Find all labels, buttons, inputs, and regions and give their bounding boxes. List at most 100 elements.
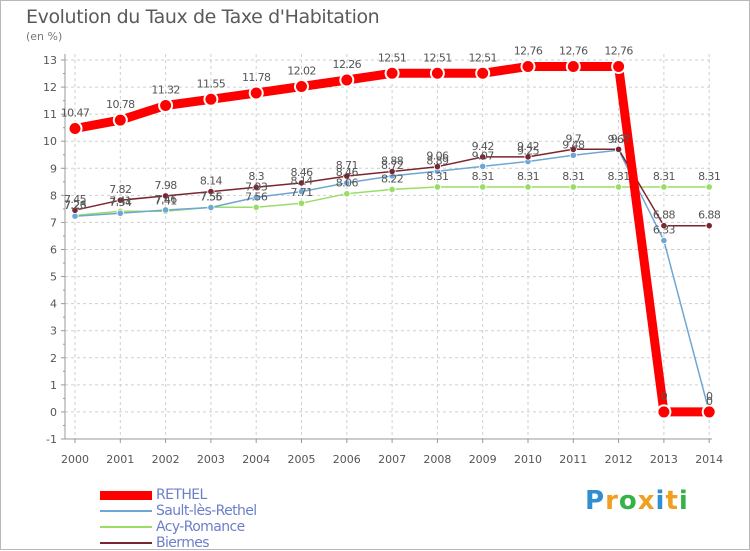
biermes-data-label: 6.88 — [653, 209, 676, 222]
rethel-point — [384, 65, 400, 81]
sault-les-rethel-data-label: 7.23 — [64, 199, 87, 212]
biermes-point — [71, 206, 79, 214]
biermes-data-label: 9.7 — [611, 132, 627, 145]
rethel-point — [203, 91, 219, 107]
rethel-data-label: 12.02 — [287, 65, 316, 78]
acy-romance-data-label: 8.31 — [472, 170, 494, 183]
data-labels-layer: 10.47 10.78 11.32 11.55 11.78 12.02 12.26 12.51… — [61, 44, 722, 407]
sault-les-rethel-point — [660, 236, 668, 245]
rethel-point — [701, 404, 717, 420]
biermes-point — [297, 179, 306, 187]
acy-romance-data-label: 7.41 — [155, 194, 177, 207]
y-tick-label: 1 — [50, 379, 57, 392]
biermes-point — [388, 167, 396, 176]
biermes-point — [252, 183, 260, 191]
sault-les-rethel-data-label: 9.25 — [517, 145, 540, 158]
biermes-data-label: 8.14 — [200, 175, 223, 188]
rethel-point — [67, 120, 83, 136]
rethel-point — [429, 65, 445, 81]
acy-romance-point — [479, 183, 487, 191]
acy-romance-data-label: 7.26 — [64, 198, 87, 211]
biermes-data-label: 7.82 — [109, 183, 131, 196]
y-tick-label: 7 — [50, 216, 57, 229]
x-tick-label: 2014 — [695, 453, 723, 466]
sault-les-rethel-data-label: 9.48 — [562, 138, 585, 151]
y-tick-label: 2 — [50, 352, 57, 365]
acy-romance-point — [388, 185, 396, 194]
logo-letter: i — [655, 486, 666, 516]
x-tick-label: 2007 — [378, 453, 406, 466]
x-tick-label: 2012 — [605, 453, 633, 466]
sault-les-rethel-point — [71, 212, 79, 220]
proxiti-logo: Proxiti — [585, 486, 689, 516]
rethel-data-label: 12.51 — [423, 51, 452, 64]
sault-les-rethel-point — [252, 193, 260, 201]
acy-romance-data-label: 8.31 — [608, 170, 630, 183]
acy-romance-data-label: 8.31 — [562, 170, 584, 183]
acy-romance-data-label: 8.06 — [336, 177, 359, 190]
biermes-data-label: 9.42 — [472, 140, 494, 153]
rethel-point — [520, 58, 536, 74]
logo-letter: o — [618, 486, 638, 516]
x-tick-label: 2008 — [423, 453, 451, 466]
x-tick-label: 2009 — [469, 453, 497, 466]
biermes-data-label: 9.42 — [517, 140, 539, 153]
legend-swatch — [100, 526, 152, 528]
sault-les-rethel-point — [479, 162, 487, 170]
rethel-data-label: 12.26 — [333, 58, 362, 71]
legend-item: Sault-lès-Rethel — [100, 503, 257, 519]
acy-romance-data-label: 7.56 — [245, 190, 268, 203]
acy-romance-point — [252, 203, 260, 211]
legend-label: RETHEL — [156, 487, 207, 503]
y-tick-label: -1 — [46, 433, 57, 446]
acy-romance-data-label: 7.56 — [200, 190, 223, 203]
rethel-data-label: 11.32 — [151, 83, 180, 96]
sault-les-rethel-point — [207, 203, 215, 212]
rethel-point — [656, 404, 672, 420]
legend-swatch — [100, 510, 152, 512]
acy-romance-point — [343, 190, 351, 198]
acy-romance-point — [297, 199, 306, 207]
rethel-data-label: 12.76 — [559, 44, 588, 57]
x-tick-label: 2005 — [288, 453, 316, 466]
rethel-data-label: 0 — [661, 390, 668, 403]
acy-romance-data-label: 7.71 — [290, 186, 312, 199]
biermes-data-label: 8.71 — [336, 159, 358, 172]
biermes-point — [569, 145, 577, 153]
sault-les-rethel-point — [297, 187, 306, 196]
rethel-point — [112, 112, 128, 128]
x-tick-label: 2013 — [650, 453, 678, 466]
legend-swatch — [100, 490, 152, 500]
biermes-data-label: 8.46 — [290, 166, 313, 179]
y-tick-label: 8 — [50, 189, 57, 202]
biermes-data-label: 7.45 — [64, 193, 87, 206]
rethel-point — [248, 85, 264, 101]
rethel-data-label: 0 — [706, 390, 713, 403]
rethel-data-label: 12.51 — [468, 51, 497, 64]
biermes-point — [660, 222, 668, 230]
y-tick-label: 6 — [50, 244, 57, 257]
legend-item: Acy-Romance — [100, 519, 257, 535]
logo-letter: P — [585, 486, 606, 516]
acy-romance-point — [569, 183, 577, 191]
biermes-point — [162, 192, 170, 200]
logo-letter: r — [605, 486, 619, 516]
y-tick-label: 9 — [50, 162, 57, 175]
legend-item: Biermes — [100, 535, 257, 551]
rethel-data-label: 11.55 — [197, 77, 226, 90]
x-tick-label: 2006 — [333, 453, 361, 466]
biermes-data-label: 8.88 — [381, 155, 404, 168]
x-tick-label: 2001 — [106, 453, 134, 466]
sault-les-rethel-data-label: 6.33 — [653, 224, 676, 237]
biermes-point — [116, 196, 124, 204]
legend-label: Sault-lès-Rethel — [156, 503, 257, 519]
x-tick-label: 2011 — [559, 453, 587, 466]
sault-les-rethel-data-label: 9.07 — [472, 149, 495, 162]
sault-les-rethel-data-label: 9.67 — [608, 133, 631, 146]
logo-letter: i — [678, 486, 689, 516]
rethel-data-label: 10.78 — [106, 98, 135, 111]
rethel-point — [158, 97, 174, 113]
y-tick-label: 0 — [50, 406, 57, 419]
